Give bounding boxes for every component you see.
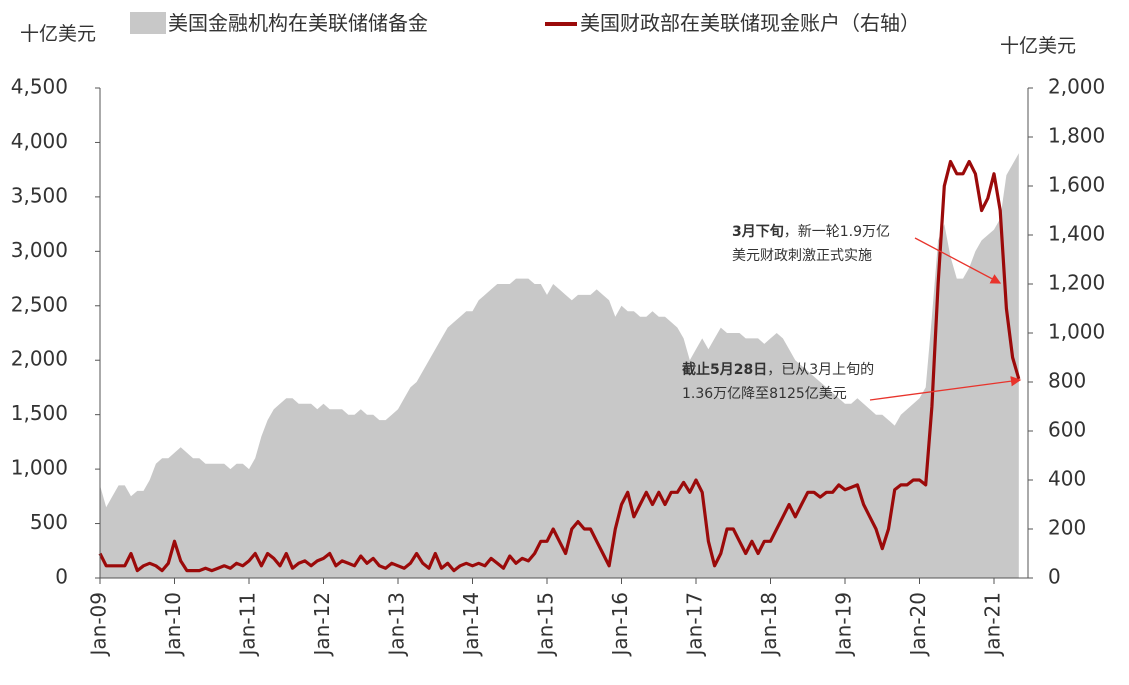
x-tick-label: Jan-13 xyxy=(385,592,409,658)
x-tick-label: Jan-15 xyxy=(534,592,558,658)
y-tick-label: 3,500 xyxy=(11,183,68,207)
annotation-arrow xyxy=(914,237,1002,284)
y-tick-label: 4,500 xyxy=(11,75,68,99)
legend-swatch xyxy=(130,12,166,34)
y2-tick-label: 1,000 xyxy=(1048,320,1105,344)
x-tick-label: Jan-14 xyxy=(459,592,483,658)
x-tick-label: Jan-17 xyxy=(683,592,707,658)
y2-tick-label: 1,400 xyxy=(1048,222,1105,246)
x-tick-label: Jan-20 xyxy=(906,592,930,658)
annotation: 截止5月28日，已从3月上旬的 xyxy=(682,361,874,378)
x-tick-label: Jan-09 xyxy=(87,592,111,658)
y-tick-label: 4,000 xyxy=(11,129,68,153)
area xyxy=(100,153,1019,579)
y2-tick-label: 1,200 xyxy=(1048,271,1105,295)
y2-tick-label: 1,600 xyxy=(1048,173,1105,197)
legend-label: 美国财政部在美联储现金账户（右轴） xyxy=(580,11,920,35)
y2-tick-label: 2,000 xyxy=(1048,75,1105,99)
y2-tick-label: 1,800 xyxy=(1048,124,1105,148)
x-tick-label: Jan-21 xyxy=(981,592,1005,658)
x-tick-label: Jan-12 xyxy=(310,592,334,658)
y-tick-label: 0 xyxy=(55,565,68,589)
y-tick-label: 1,500 xyxy=(11,401,68,425)
y-tick-label: 2,000 xyxy=(11,347,68,371)
x-tick-label: Jan-11 xyxy=(236,592,260,658)
y-tick-label: 2,500 xyxy=(11,292,68,316)
y-tick-label: 1,000 xyxy=(11,456,68,480)
annotation: 3月下旬，新一轮1.9万亿 xyxy=(732,223,890,240)
annotation-bold: 截止5月28日 xyxy=(682,361,767,378)
annotation-bold: 3月下旬 xyxy=(732,223,784,240)
x-tick-label: Jan-10 xyxy=(161,592,185,658)
legend-label: 美国金融机构在美联储储备金 xyxy=(168,11,428,35)
y2-tick-label: 0 xyxy=(1048,565,1061,589)
annotation: 1.36万亿降至8125亿美元 xyxy=(682,386,847,402)
x-tick-label: Jan-16 xyxy=(608,592,632,658)
y2-tick-label: 800 xyxy=(1048,369,1086,393)
line xyxy=(98,159,1021,573)
y2-tick-label: 400 xyxy=(1048,467,1086,491)
x-tick-label: Jan-19 xyxy=(832,592,856,658)
y-tick-label: 3,000 xyxy=(11,238,68,262)
y-tick-label: 500 xyxy=(30,510,68,534)
annotation-text: ，新一轮1.9万亿 xyxy=(784,224,890,240)
annotation: 美元财政刺激正式实施 xyxy=(732,247,872,264)
y-unit: 十亿美元 xyxy=(20,23,96,45)
annotation-text: ，已从3月上旬的 xyxy=(767,362,874,378)
y2-tick-label: 600 xyxy=(1048,418,1086,442)
annotation-arrow xyxy=(869,376,1022,401)
y2-unit: 十亿美元 xyxy=(1000,35,1076,57)
y2-tick-label: 200 xyxy=(1048,516,1086,540)
x-tick-label: Jan-18 xyxy=(757,592,781,658)
